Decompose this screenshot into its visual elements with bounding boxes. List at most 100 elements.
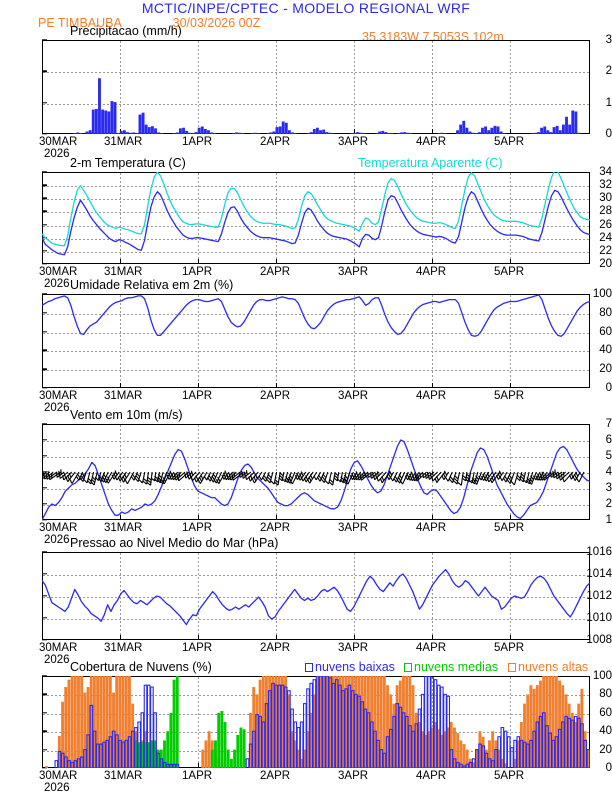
legend-nuvens-baixas[interactable]: nuvens baixas	[305, 660, 395, 674]
y-axis-label: 20	[599, 743, 612, 756]
gridline-horizontal	[43, 695, 589, 697]
y-axis-label: 0	[605, 762, 612, 774]
x-axis-tick	[198, 129, 200, 134]
gridline-horizontal	[43, 713, 589, 715]
x-axis-label: 1APR	[182, 266, 213, 278]
gridline-horizontal	[43, 72, 589, 74]
gridline-vertical	[510, 553, 511, 639]
gridline-vertical	[354, 553, 355, 639]
x-axis-tick	[42, 129, 44, 134]
plot-area-precip	[42, 40, 590, 134]
x-axis-tick	[120, 259, 122, 264]
x-axis-label: 5APR	[494, 390, 525, 402]
panel-title-precip: Precipitacao (mm/h)	[70, 24, 182, 38]
x-axis-tick	[354, 635, 356, 640]
gridline-horizontal	[43, 473, 589, 474]
y-axis-tick	[42, 617, 47, 619]
y-axis-tick	[42, 101, 47, 104]
gridline-horizontal	[43, 186, 589, 188]
x-axis-label: 3APR	[338, 770, 369, 782]
y-axis-tick	[42, 330, 47, 333]
legend-swatch-icon	[404, 663, 412, 672]
y-axis-label: 30	[599, 192, 612, 205]
x-axis-tick	[42, 635, 44, 640]
y-axis-label: 1016	[586, 546, 612, 558]
x-axis-year: 2026	[44, 782, 70, 794]
y-axis-tick	[42, 387, 47, 389]
y-axis-tick	[42, 423, 47, 425]
x-axis-tick	[276, 635, 278, 640]
gridline-horizontal	[43, 489, 589, 490]
x-axis-label: 30MAR	[39, 136, 78, 148]
x-axis-tick	[42, 763, 44, 768]
y-axis-label: 5	[605, 450, 612, 462]
y-axis-tick	[42, 250, 47, 252]
y-axis-tick	[42, 551, 47, 553]
gridline-vertical	[510, 677, 511, 767]
x-axis-label: 5APR	[494, 136, 525, 148]
x-axis-label: 31MAR	[104, 642, 143, 654]
y-axis-label: 100	[592, 288, 612, 300]
y-axis-label: 7	[605, 418, 612, 430]
y-axis-label: 1012	[586, 590, 612, 602]
gridline-horizontal	[43, 212, 589, 214]
gridline-horizontal	[43, 225, 589, 227]
x-axis-label: 5APR	[494, 266, 525, 278]
gridline-horizontal	[43, 457, 589, 458]
panel-title-wind: Vento em 10m (m/s)	[70, 408, 183, 422]
plot-area-clouds	[42, 676, 590, 768]
legend-nuvens-medias[interactable]: nuvens medias	[404, 660, 498, 674]
x-axis-label: 5APR	[494, 770, 525, 782]
legend-label: nuvens medias	[414, 660, 499, 674]
x-axis-tick	[510, 129, 512, 134]
x-axis-label: 31MAR	[104, 266, 143, 278]
legend-nuvens-altas[interactable]: nuvens altas	[508, 660, 588, 674]
gridline-vertical	[120, 41, 121, 133]
x-axis-label: 4APR	[416, 522, 447, 534]
y-axis-tick	[42, 70, 47, 73]
y-axis-tick	[42, 455, 47, 457]
y-axis-tick	[42, 712, 47, 714]
x-axis-tick	[354, 259, 356, 264]
y-axis-label: 1010	[586, 612, 612, 624]
gridline-vertical	[276, 41, 277, 133]
y-axis-label: 1	[605, 96, 612, 109]
x-axis-tick	[432, 763, 434, 768]
x-axis-label: 3APR	[338, 136, 369, 148]
x-axis-tick	[276, 763, 278, 768]
x-axis-label: 31MAR	[104, 770, 143, 782]
gridline-vertical	[510, 41, 511, 133]
plot-area-pressure	[42, 552, 590, 640]
y-axis-label: 0	[605, 382, 612, 394]
gridline-vertical	[276, 677, 277, 767]
x-axis-year: 2026	[44, 278, 70, 290]
gridline-vertical	[198, 295, 199, 387]
x-axis-tick	[432, 259, 434, 264]
x-axis-label: 1APR	[182, 136, 213, 148]
gridline-vertical	[276, 295, 277, 387]
y-axis-label: 2	[605, 498, 612, 510]
panel-title-apparent-temp: Temperatura Aparente (C)	[358, 156, 503, 170]
gridline-vertical	[354, 41, 355, 133]
x-axis-label: 30MAR	[39, 770, 78, 782]
x-axis-label: 30MAR	[39, 390, 78, 402]
x-axis-tick	[276, 129, 278, 134]
x-axis-label: 1APR	[182, 390, 213, 402]
y-axis-label: 3	[605, 34, 612, 46]
y-axis-tick	[42, 767, 47, 769]
y-axis-tick	[42, 171, 47, 173]
x-axis-label: 1APR	[182, 770, 213, 782]
x-axis-tick	[510, 763, 512, 768]
x-axis-label: 3APR	[338, 390, 369, 402]
x-axis-label: 2APR	[260, 522, 291, 534]
y-axis-tick	[42, 210, 47, 213]
x-axis-label: 31MAR	[104, 522, 143, 534]
y-axis-tick	[42, 519, 47, 521]
x-axis-label: 30MAR	[39, 522, 78, 534]
x-axis-label: 3APR	[338, 266, 369, 278]
y-axis-label: 20	[599, 363, 612, 376]
x-axis-tick	[42, 515, 44, 520]
x-axis-label: 4APR	[416, 770, 447, 782]
x-axis-label: 3APR	[338, 522, 369, 534]
x-axis-label: 4APR	[416, 266, 447, 278]
